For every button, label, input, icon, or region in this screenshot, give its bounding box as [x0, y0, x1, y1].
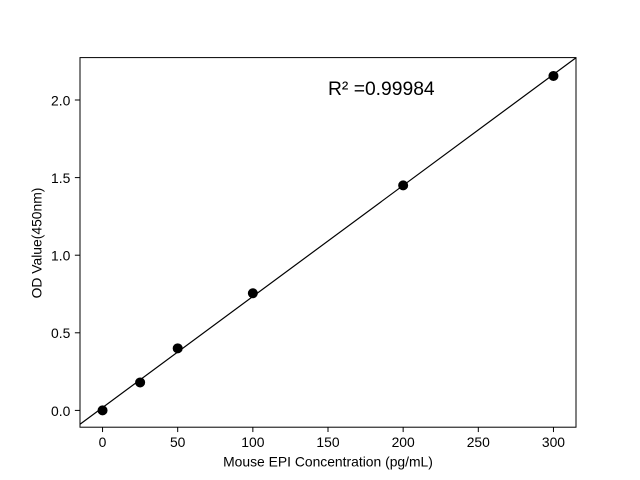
- svg-text:0.0: 0.0: [51, 403, 71, 419]
- svg-text:200: 200: [392, 434, 415, 450]
- svg-text:2.0: 2.0: [51, 92, 71, 108]
- svg-text:R² =0.99984: R² =0.99984: [328, 79, 435, 100]
- svg-text:50: 50: [170, 434, 186, 450]
- svg-text:150: 150: [316, 434, 339, 450]
- svg-text:300: 300: [542, 434, 565, 450]
- svg-text:0: 0: [99, 434, 107, 450]
- svg-text:1.5: 1.5: [51, 170, 71, 186]
- svg-text:OD Value(450nm): OD Value(450nm): [28, 188, 44, 299]
- svg-text:250: 250: [467, 434, 490, 450]
- svg-text:0.5: 0.5: [51, 325, 71, 341]
- svg-text:1.0: 1.0: [51, 248, 71, 264]
- svg-text:Mouse EPI Concentration (pg/mL: Mouse EPI Concentration (pg/mL): [223, 454, 433, 470]
- svg-text:100: 100: [241, 434, 264, 450]
